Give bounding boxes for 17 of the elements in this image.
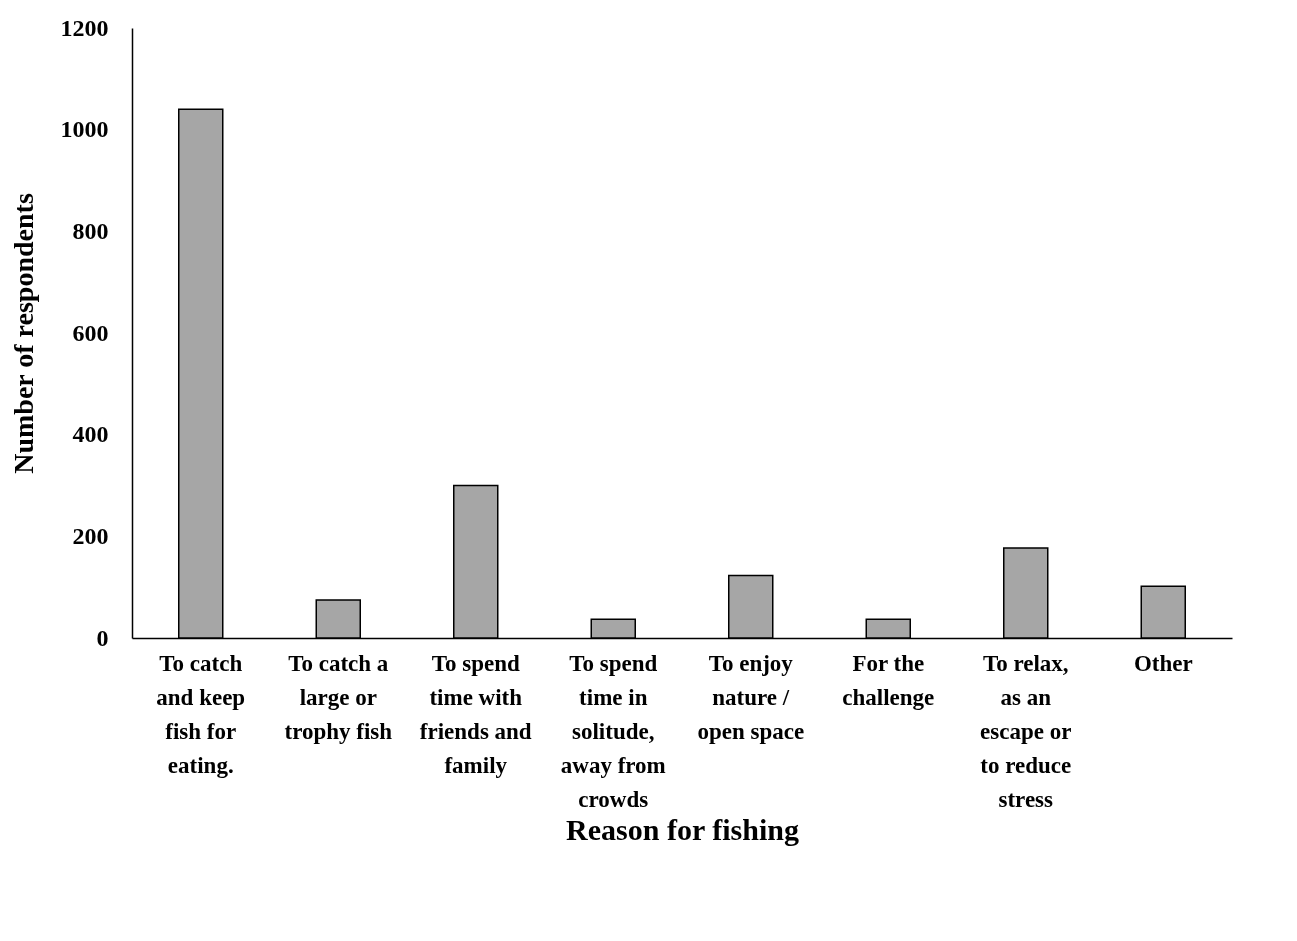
y-tick-label: 600 xyxy=(72,319,109,346)
x-tick-label: To spend time in solitude, away from crowds xyxy=(560,650,666,812)
y-tick-label: 1200 xyxy=(60,14,109,41)
y-tick-label: 400 xyxy=(72,421,109,448)
y-tick-label: 0 xyxy=(96,624,109,651)
x-axis-title: Reason for fishing xyxy=(566,812,799,846)
y-axis-title: Number of respondents xyxy=(7,193,39,474)
x-tick-label: To relax, as an escape or to reduce stress xyxy=(980,650,1072,812)
y-tick-label: 1000 xyxy=(60,116,109,143)
x-tick-label: Other xyxy=(1133,650,1193,676)
x-tick-label: To catch and keep fish for eating. xyxy=(156,650,246,778)
x-tick-label: For the challenge xyxy=(842,650,935,710)
x-tick-label: To enjoy nature / open space xyxy=(697,650,805,744)
x-tick-label: To catch a large or trophy fish xyxy=(284,650,393,744)
y-tick-label: 200 xyxy=(72,522,109,549)
x-tick-label: To spend time with friends and family xyxy=(419,650,532,778)
y-tick-label: 800 xyxy=(72,217,109,244)
